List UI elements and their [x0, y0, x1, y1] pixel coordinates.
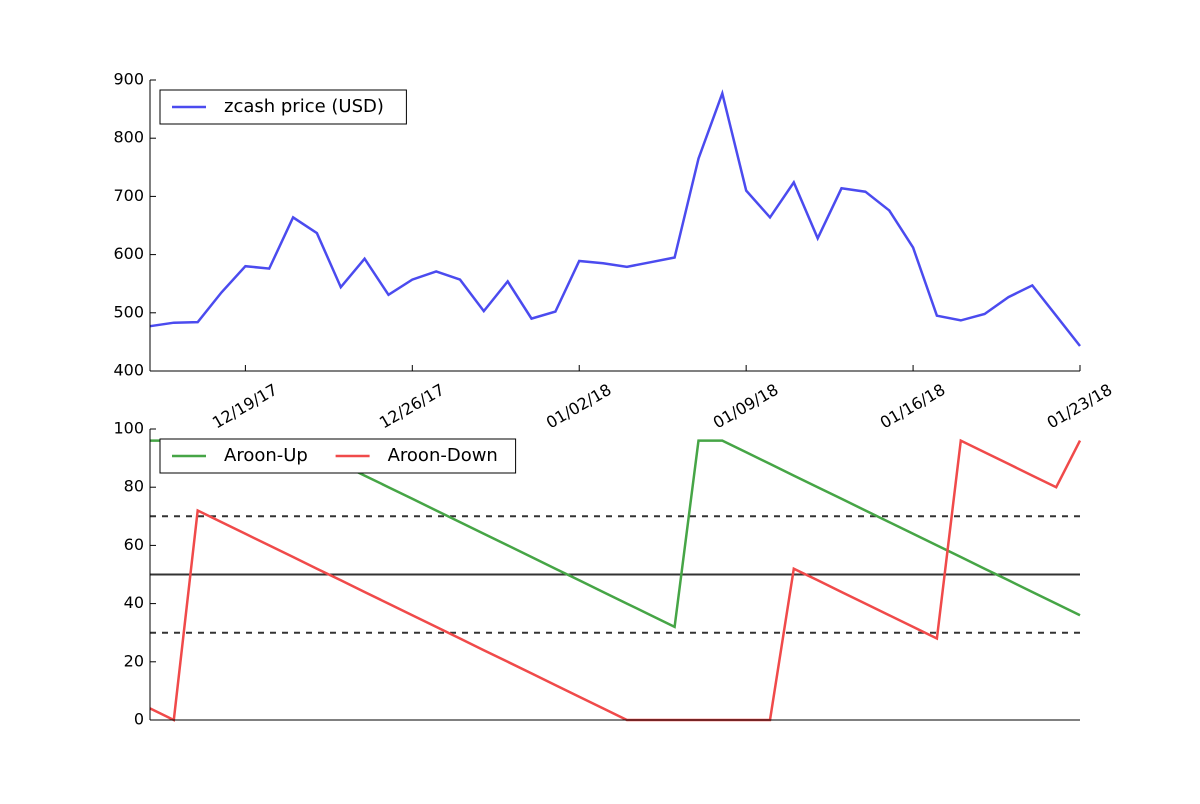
- y-tick-label: 800: [113, 128, 144, 147]
- x-tick-label: 12/26/17: [376, 380, 448, 432]
- y-tick-label: 40: [124, 593, 144, 612]
- legend-label: Aroon-Up: [224, 445, 308, 466]
- series-line: [149, 438, 1082, 722]
- y-tick-label: 100: [113, 419, 144, 438]
- y-tick-label: 80: [124, 477, 144, 496]
- y-tick-label: 0: [134, 710, 144, 729]
- x-tick-label: 01/02/18: [543, 380, 615, 432]
- x-tick-label: 01/09/18: [710, 380, 782, 432]
- y-tick-label: 600: [113, 244, 144, 263]
- x-tick-label: 01/16/18: [877, 380, 949, 432]
- legend-label: Aroon-Down: [388, 445, 498, 466]
- y-tick-label: 20: [124, 651, 144, 670]
- x-tick-label: 12/19/17: [209, 380, 281, 432]
- x-tick-label: 01/23/18: [1044, 380, 1116, 432]
- y-tick-label: 500: [113, 302, 144, 321]
- legend-label: zcash price (USD): [224, 96, 384, 117]
- series-line: [149, 89, 1081, 347]
- y-tick-label: 400: [113, 361, 144, 380]
- y-tick-label: 900: [113, 70, 144, 89]
- y-tick-label: 700: [113, 186, 144, 205]
- y-tick-label: 60: [124, 535, 144, 554]
